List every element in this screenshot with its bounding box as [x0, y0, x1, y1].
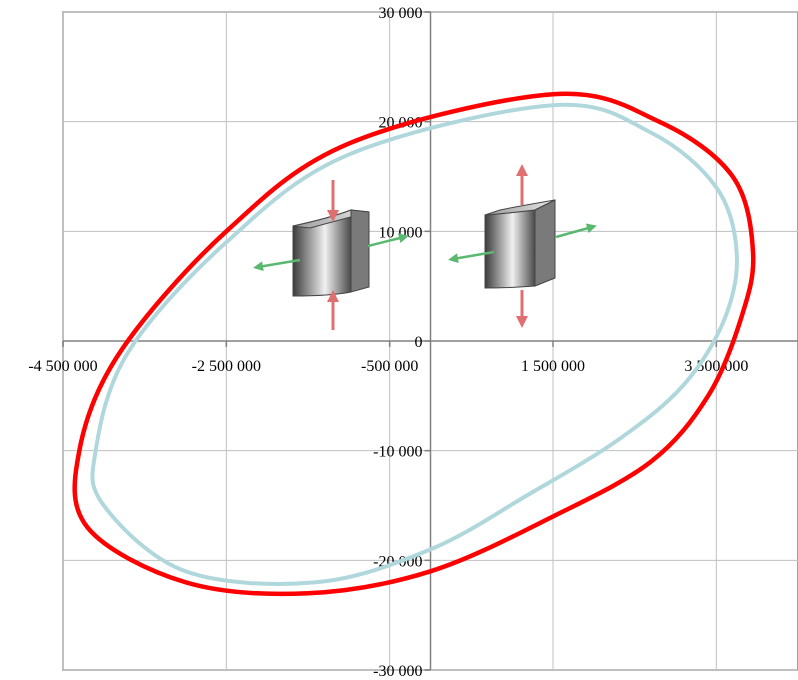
y-tick-label: -10 000	[373, 444, 422, 461]
series-line-1	[72, 91, 756, 597]
y-tick-label: 30 000	[379, 5, 423, 22]
y-tick-label: 10 000	[379, 224, 423, 241]
series-line-2	[90, 102, 739, 586]
axes: -4 500 000 -2 500 000 -500 000 1 500 000 3 5…	[28, 5, 798, 680]
y-tick-label: 0	[415, 334, 423, 351]
y-tick-label: -30 000	[373, 663, 422, 680]
tensioned-specimen-icon	[448, 164, 597, 328]
compressed-specimen-icon	[253, 180, 409, 330]
series-layer	[72, 91, 756, 597]
x-tick-label: -2 500 000	[192, 358, 261, 375]
x-tick-label: -4 500 000	[28, 358, 97, 375]
x-tick-label: 1 500 000	[521, 358, 585, 375]
x-tick-label: -500 000	[361, 358, 418, 375]
